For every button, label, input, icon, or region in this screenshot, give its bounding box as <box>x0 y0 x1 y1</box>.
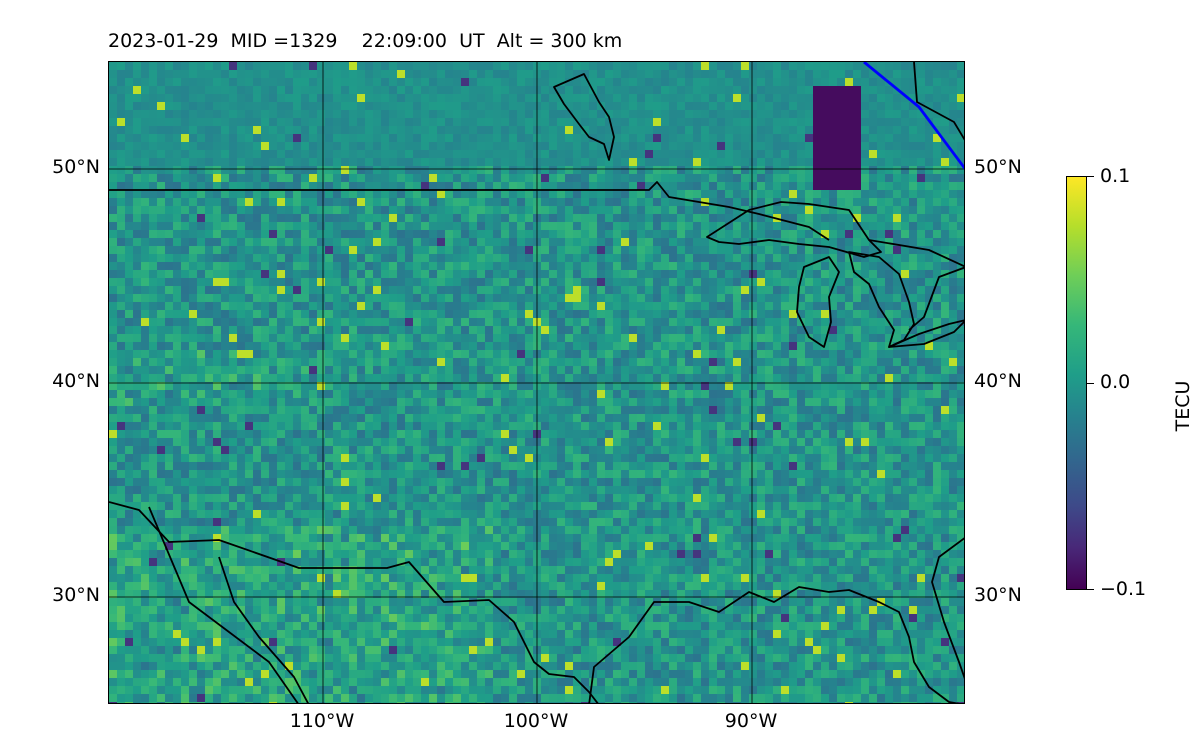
coast-gulf <box>588 586 960 703</box>
lat-label-left-30: 30°N <box>52 584 100 606</box>
title-date: 2023-01-29 <box>108 30 219 52</box>
lon-label-100w: 100°W <box>503 710 569 732</box>
coast-lake-michigan <box>796 256 840 348</box>
border-us-mexico <box>109 501 599 703</box>
coast-east <box>868 239 964 331</box>
terminator-line <box>863 62 964 170</box>
colorbar-tick-mid <box>1087 383 1094 384</box>
lat-label-left-40: 40°N <box>52 370 100 392</box>
coast-hudson <box>553 73 615 161</box>
colorbar-tick-top <box>1087 176 1094 177</box>
coastlines <box>109 73 964 703</box>
colorbar-label-min: −0.1 <box>1100 578 1147 600</box>
coast-great-lakes <box>706 201 882 258</box>
tec-cells <box>109 62 964 703</box>
border-us-canada <box>109 181 830 241</box>
coast-northeast <box>913 62 964 141</box>
lon-label-90w: 90°W <box>724 710 778 732</box>
coast-florida <box>931 537 964 680</box>
colorbar-label-max: 0.1 <box>1100 165 1131 187</box>
lat-label-right-40: 40°N <box>974 370 1022 392</box>
title-alt: Alt = 300 km <box>496 30 623 52</box>
lon-label-110w: 110°W <box>289 710 355 732</box>
gridlines <box>109 62 964 703</box>
colorbar-label-zero: 0.0 <box>1100 371 1131 393</box>
map-title: 2023-01-29 MID =1329 22:09:00 UT Alt = 3… <box>108 30 622 52</box>
lat-label-left-50: 50°N <box>52 156 100 178</box>
title-ut: UT <box>459 30 485 52</box>
lat-label-right-50: 50°N <box>974 156 1022 178</box>
tec-map <box>109 62 964 703</box>
colorbar-tick-bottom <box>1087 589 1094 590</box>
title-mid: MID =1329 <box>230 30 338 52</box>
map-panel <box>108 61 965 704</box>
colorbar-title: TECU <box>1172 380 1194 432</box>
coast-mexico-west <box>218 556 309 703</box>
lat-label-right-30: 30°N <box>974 584 1022 606</box>
title-time: 22:09:00 <box>361 30 447 52</box>
coast-lake-erie <box>888 319 964 348</box>
colorbar <box>1066 176 1087 590</box>
coast-baja <box>148 506 299 703</box>
